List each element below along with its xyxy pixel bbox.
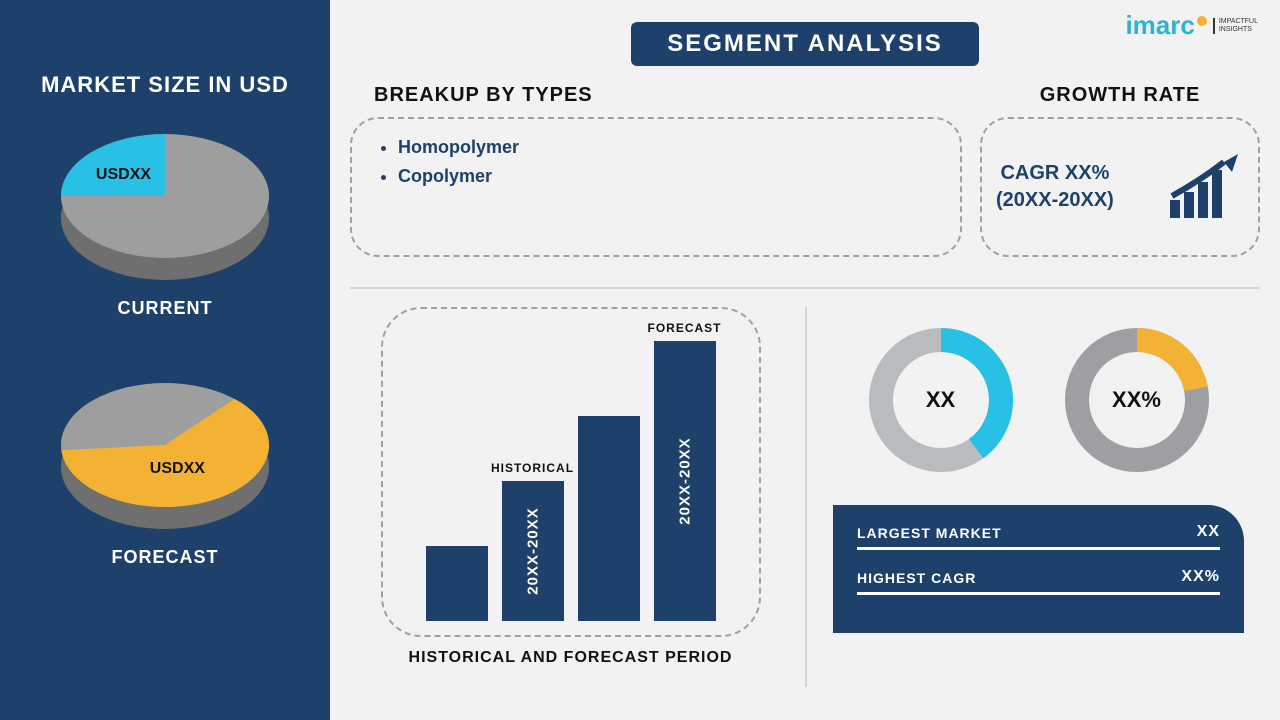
pie-slice-label: USDXX bbox=[96, 166, 151, 184]
stats-panel: LARGEST MARKET XX HIGHEST CAGR XX% bbox=[833, 505, 1244, 633]
logo-sub2: INSIGHTS bbox=[1219, 26, 1258, 34]
row-bottom: HISTORICAL20XX-20XXFORECAST20XX-20XX HIS… bbox=[346, 307, 1264, 687]
logo-subtitle: IMPACTFUL INSIGHTS bbox=[1213, 18, 1258, 34]
hist-bar bbox=[578, 416, 640, 621]
hist-bar bbox=[426, 546, 488, 621]
growth-title: GROWTH RATE bbox=[980, 84, 1260, 107]
pie-current-chart: USDXX bbox=[45, 118, 285, 288]
stat-underline bbox=[857, 592, 1220, 595]
logo-dot-icon bbox=[1197, 16, 1207, 26]
logo-sub1: IMPACTFUL bbox=[1219, 18, 1258, 26]
growth-text: CAGR XX% (20XX-20XX) bbox=[996, 160, 1114, 214]
pie-current: USDXX CURRENT bbox=[45, 118, 285, 319]
pie-current-label: CURRENT bbox=[118, 298, 213, 319]
stat-label: LARGEST MARKET bbox=[857, 525, 1002, 541]
page: MARKET SIZE IN USD USDXX CURRENT USDXX F… bbox=[0, 0, 1280, 720]
horizontal-divider bbox=[350, 287, 1260, 289]
breakup-title: BREAKUP BY TYPES bbox=[374, 84, 962, 107]
stat-value: XX% bbox=[1181, 568, 1220, 586]
hist-bar: FORECAST20XX-20XX bbox=[654, 341, 716, 621]
breakup-section: BREAKUP BY TYPES HomopolymerCopolymer bbox=[350, 84, 962, 267]
hist-bar: HISTORICAL20XX-20XX bbox=[502, 481, 564, 621]
right-column: XX XX% LARGEST MARKET XX HIGHEST CAGR XX% bbox=[805, 307, 1264, 687]
growth-arrow-icon bbox=[1166, 152, 1244, 222]
historical-chart: HISTORICAL20XX-20XXFORECAST20XX-20XX bbox=[381, 307, 761, 637]
growth-line1: CAGR XX% bbox=[996, 160, 1114, 187]
growth-line2: (20XX-20XX) bbox=[996, 187, 1114, 214]
logo-text: imarc bbox=[1125, 10, 1194, 41]
historical-caption: HISTORICAL AND FORECAST PERIOD bbox=[409, 649, 733, 667]
pie-forecast-label: FORECAST bbox=[112, 547, 219, 568]
pie-forecast: USDXX FORECAST bbox=[45, 367, 285, 568]
pie-forecast-chart: USDXX bbox=[45, 367, 285, 537]
right-panel: imarc IMPACTFUL INSIGHTS SEGMENT ANALYSI… bbox=[330, 0, 1280, 720]
donut-right: XX% bbox=[1062, 325, 1212, 475]
pie-slice-label: USDXX bbox=[150, 460, 205, 478]
vertical-divider bbox=[805, 307, 807, 687]
page-title: SEGMENT ANALYSIS bbox=[631, 22, 979, 66]
market-size-heading: MARKET SIZE IN USD bbox=[41, 72, 289, 98]
growth-section: GROWTH RATE CAGR XX% (20XX-20XX) bbox=[980, 84, 1260, 267]
brand-logo: imarc IMPACTFUL INSIGHTS bbox=[1125, 10, 1258, 41]
growth-box: CAGR XX% (20XX-20XX) bbox=[980, 117, 1260, 257]
stat-value: XX bbox=[1197, 523, 1220, 541]
row-top: BREAKUP BY TYPES HomopolymerCopolymer GR… bbox=[346, 84, 1264, 267]
stat-label: HIGHEST CAGR bbox=[857, 570, 976, 586]
bar-above-label: HISTORICAL bbox=[491, 461, 574, 481]
breakup-item: Copolymer bbox=[398, 162, 936, 191]
breakup-list: HomopolymerCopolymer bbox=[376, 133, 936, 191]
donut-center-label: XX% bbox=[1062, 325, 1212, 475]
historical-section: HISTORICAL20XX-20XXFORECAST20XX-20XX HIS… bbox=[346, 307, 805, 687]
bar-above-label: FORECAST bbox=[648, 321, 722, 341]
bar-period-label: 20XX-20XX bbox=[524, 507, 541, 594]
donut-center-label: XX bbox=[866, 325, 1016, 475]
donut-left: XX bbox=[866, 325, 1016, 475]
stat-row: HIGHEST CAGR XX% bbox=[857, 568, 1220, 586]
left-panel: MARKET SIZE IN USD USDXX CURRENT USDXX F… bbox=[0, 0, 330, 720]
breakup-item: Homopolymer bbox=[398, 133, 936, 162]
stat-underline bbox=[857, 547, 1220, 550]
donut-row: XX XX% bbox=[833, 325, 1244, 475]
stat-row: LARGEST MARKET XX bbox=[857, 523, 1220, 541]
breakup-box: HomopolymerCopolymer bbox=[350, 117, 962, 257]
bar-period-label: 20XX-20XX bbox=[676, 437, 693, 524]
